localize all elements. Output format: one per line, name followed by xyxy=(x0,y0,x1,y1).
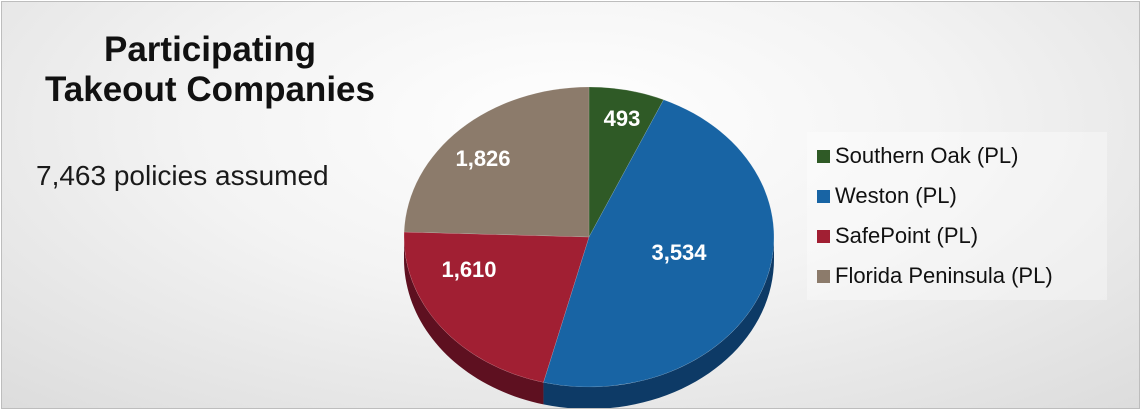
legend-label-3: Florida Peninsula (PL) xyxy=(835,263,1053,288)
legend-item-2: SafePoint (PL) xyxy=(807,216,1107,256)
legend-label-0: Southern Oak (PL) xyxy=(835,143,1019,168)
data-label-1: 3,534 xyxy=(651,240,707,265)
legend-swatch-3 xyxy=(817,269,830,283)
legend-swatch-1 xyxy=(817,189,830,203)
pie-slice-3[interactable] xyxy=(403,86,590,238)
data-label-3: 1,826 xyxy=(455,146,510,171)
policies-assumed-note: 7,463 policies assumed xyxy=(36,160,329,191)
legend-item-3: Florida Peninsula (PL) xyxy=(807,256,1107,296)
pie-slice-1[interactable] xyxy=(543,99,775,388)
pie-side-2 xyxy=(404,237,544,405)
pie-side-1 xyxy=(543,237,774,408)
legend-label-2: SafePoint (PL) xyxy=(835,223,979,248)
pie-slice-2[interactable] xyxy=(403,231,590,383)
legend-swatch-2 xyxy=(817,229,830,243)
pie-slice-0[interactable] xyxy=(588,86,664,238)
chart-legend: Southern Oak (PL) Weston (PL) SafePoint (P… xyxy=(807,132,1107,300)
legend-swatch-0 xyxy=(817,149,830,163)
legend-label-1: Weston (PL) xyxy=(835,183,957,208)
chart-title: Participating Takeout Companies xyxy=(2,30,418,110)
pie-side-walls xyxy=(404,237,774,408)
title-line-1: Participating xyxy=(104,30,316,69)
data-label-0: 493 xyxy=(604,106,641,131)
legend-item-0: Southern Oak (PL) xyxy=(807,136,1107,176)
data-label-2: 1,610 xyxy=(441,257,496,282)
title-line-2: Takeout Companies xyxy=(45,70,375,109)
legend-item-1: Weston (PL) xyxy=(807,176,1107,216)
